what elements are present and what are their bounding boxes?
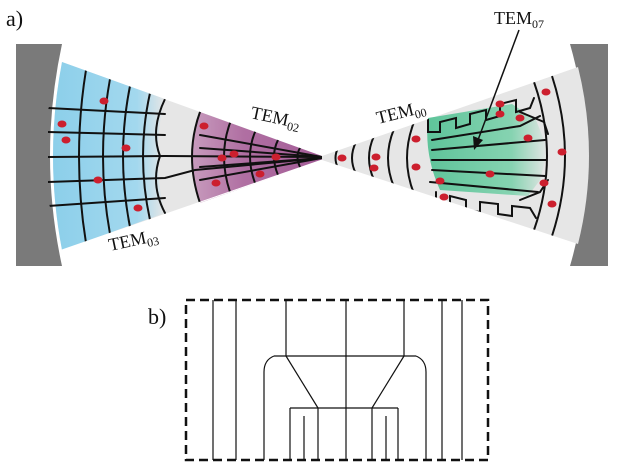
dot (61, 136, 71, 144)
left-beam-grid (48, 69, 322, 244)
dot (411, 163, 421, 171)
dot (411, 135, 421, 143)
dot (547, 200, 557, 208)
dot (121, 144, 131, 152)
dot (495, 110, 505, 118)
panel-b-graph (212, 300, 463, 460)
dot (435, 177, 445, 185)
panel-b-label: b) (148, 304, 166, 329)
dot (255, 170, 265, 178)
left-mirror (16, 44, 62, 266)
dot (515, 114, 525, 122)
dot (229, 150, 239, 158)
dot (439, 193, 449, 201)
tem07-region (427, 104, 548, 196)
dot (557, 148, 567, 156)
left-cone-bottom-edge (61, 159, 323, 251)
dot (495, 100, 505, 108)
tem02-label: TEM02 (249, 102, 303, 135)
dot (217, 154, 227, 162)
dot (99, 97, 109, 105)
dot (211, 179, 221, 187)
tem07-pointer-arrow (473, 29, 520, 150)
panel-a: a) (6, 6, 608, 266)
dot (337, 154, 347, 162)
panel-b: b) (148, 298, 490, 462)
right-mirror (570, 44, 608, 266)
right-beam-dots (337, 88, 567, 208)
dot (93, 176, 103, 184)
tem07-label: TEM07 (494, 8, 544, 31)
dot (523, 134, 533, 142)
dot (57, 120, 67, 128)
dot (133, 204, 143, 212)
panel-a-label: a) (6, 6, 23, 31)
tem00-label: TEM00 (374, 96, 428, 130)
dot (369, 164, 379, 172)
dot (485, 170, 495, 178)
dot (199, 122, 209, 130)
dot (541, 88, 551, 96)
dot (371, 153, 381, 161)
panel-b-frame (184, 298, 490, 462)
left-beam-dots (57, 97, 281, 212)
dot (271, 153, 281, 161)
dot (539, 179, 549, 187)
